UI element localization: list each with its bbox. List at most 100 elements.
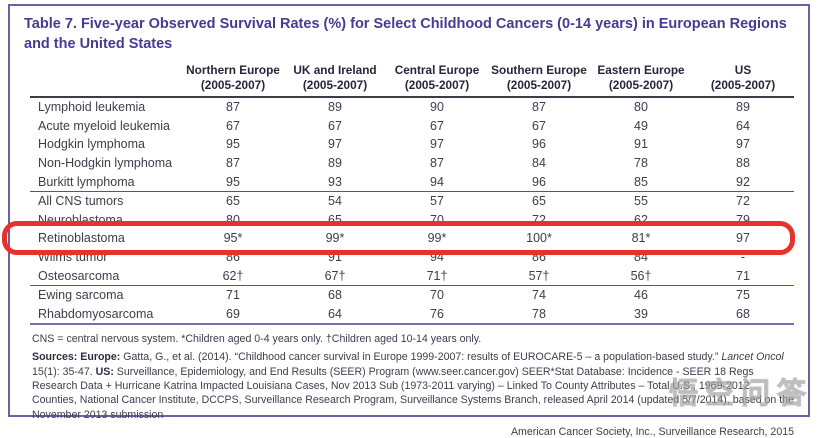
cell-value: 70 [430, 288, 444, 303]
table-row: Osteosarcoma 62† 67† 71† 57† 56† 71 [30, 266, 794, 285]
journal-name: Lancet Oncol [721, 351, 784, 364]
row-label: Rhabdomyosarcoma [38, 306, 154, 321]
cell-value: 81* [631, 231, 651, 246]
cell-value: 68 [736, 306, 750, 321]
table-row: Rhabdomyosarcoma 69 64 76 78 39 68 [30, 305, 794, 325]
sources-note: Sources: Europe: Gatta, G., et al. (2014… [32, 350, 796, 421]
cell-value: 74 [532, 288, 546, 303]
cell-value: 55 [634, 194, 648, 209]
cell-value: 87 [226, 156, 240, 171]
cell-value: 67 [430, 118, 444, 133]
cell-value: 72 [736, 194, 750, 209]
cell-value: 86 [532, 250, 546, 265]
cell-value: 94 [430, 174, 444, 189]
cell-value: 89 [328, 156, 342, 171]
row-label: Retinoblastoma [38, 231, 125, 246]
cell-value: 79 [736, 212, 750, 227]
table-row: Non-Hodgkin lymphoma 87 89 87 84 78 88 [30, 154, 794, 173]
cell-value: 84 [532, 156, 546, 171]
cell-value: 57† [528, 268, 550, 283]
cell-value: 64 [736, 118, 750, 133]
cell-value: 80 [226, 212, 240, 227]
table-row: Ewing sarcoma 71 68 70 74 46 75 [30, 285, 794, 304]
cell-value: 56† [630, 268, 652, 283]
cell-value: 76 [430, 306, 444, 321]
cell-value: 54 [328, 194, 342, 209]
cell-value: 87 [532, 100, 546, 115]
cell-value: 84 [634, 250, 648, 265]
cell-value: 95 [226, 137, 240, 152]
cell-value: 80 [634, 100, 648, 115]
row-label: All CNS tumors [38, 194, 124, 209]
cell-value: 91 [328, 250, 342, 265]
table-title: Table 7. Five-year Observed Survival Rat… [24, 16, 787, 52]
cell-value: - [740, 250, 746, 265]
cell-value: 67 [226, 118, 240, 133]
cell-value: 71 [736, 268, 750, 283]
table-row: Neuroblastoma 80 65 70 72 62 79 [30, 211, 794, 230]
cell-value: 67 [532, 118, 546, 133]
row-label: Hodgkin lymphoma [38, 137, 145, 152]
cell-value: 100* [526, 231, 552, 246]
cell-value: 57 [430, 194, 444, 209]
cell-value: 87 [430, 156, 444, 171]
cell-value: 96 [532, 137, 546, 152]
cell-value: 94 [430, 250, 444, 265]
cell-value: 68 [328, 288, 342, 303]
cell-value: 92 [736, 174, 750, 189]
table-row: Lymphoid leukemia 87 89 90 87 80 89 [30, 97, 794, 117]
cell-value: 97 [328, 137, 342, 152]
row-label: Non-Hodgkin lymphoma [38, 156, 173, 171]
cell-value: 65 [226, 194, 240, 209]
row-group: All CNS tumors 65 54 57 65 55 72 Neuroblastoma 8… [30, 191, 794, 286]
column-header: US (2005-2007) [710, 63, 776, 92]
europe-citation: Gatta, G., et al. (2014). “Childhood can… [123, 351, 722, 364]
cell-value: 96 [532, 174, 546, 189]
survival-rates-table: Northern Europe (2005-2007) UK and Ireland… [30, 63, 794, 325]
row-label: Acute myeloid leukemia [38, 118, 171, 133]
cell-value: 90 [430, 100, 444, 115]
cell-value: 78 [532, 306, 546, 321]
table-row: Wilms tumor 86 91 94 86 84 - [30, 248, 794, 267]
row-label: Neuroblastoma [38, 212, 123, 227]
cell-value: 97 [736, 137, 750, 152]
us-label: US: [95, 365, 114, 378]
row-label: Ewing sarcoma [38, 288, 124, 303]
cell-value: 75 [736, 288, 750, 303]
credit-line: American Cancer Society, Inc., Surveilla… [510, 425, 794, 438]
journal-ref: 15(1): 35-47. [32, 365, 96, 378]
table-row: Hodgkin lymphoma 95 97 97 96 91 97 [30, 135, 794, 154]
abbreviation-note: CNS = central nervous system. *Children … [32, 333, 482, 346]
cell-value: 49 [634, 118, 648, 133]
cell-value: 99* [325, 231, 345, 246]
column-header: Central Europe (2005-2007) [394, 63, 480, 92]
table-row: Burkitt lymphoma 95 93 94 96 85 92 [30, 172, 794, 191]
cell-value: 86 [226, 250, 240, 265]
column-header: Northern Europe (2005-2007) [186, 63, 280, 92]
cell-value: 91 [634, 137, 648, 152]
row-label: Osteosarcoma [38, 268, 120, 283]
cell-value: 67 [328, 118, 342, 133]
cell-value: 97 [430, 137, 444, 152]
cell-value: 71† [426, 268, 448, 283]
cell-value: 95* [223, 231, 243, 246]
cell-value: 70 [430, 212, 444, 227]
cell-value: 89 [736, 100, 750, 115]
watermark: 悟空问答 [668, 377, 813, 410]
cell-value: 93 [328, 174, 342, 189]
cell-value: 78 [634, 156, 648, 171]
header-row: Northern Europe (2005-2007) UK and Ireland… [30, 63, 794, 97]
cell-value: 67† [324, 268, 346, 283]
table-header: Northern Europe (2005-2007) UK and Ireland… [30, 63, 794, 97]
cell-value: 71 [226, 288, 240, 303]
cell-value: 62 [634, 212, 648, 227]
cell-value: 85 [634, 174, 648, 189]
table-row: Acute myeloid leukemia 67 67 67 67 49 64 [30, 117, 794, 136]
cell-value: 89 [328, 100, 342, 115]
cell-value: 88 [736, 156, 750, 171]
cell-value: 62† [222, 268, 244, 283]
cell-value: 65 [532, 194, 546, 209]
cell-value: 97 [736, 231, 750, 246]
column-header: Southern Europe (2005-2007) [491, 63, 587, 92]
row-group: Ewing sarcoma 71 68 70 74 46 75 Rhabdomyosarcom… [30, 285, 794, 325]
